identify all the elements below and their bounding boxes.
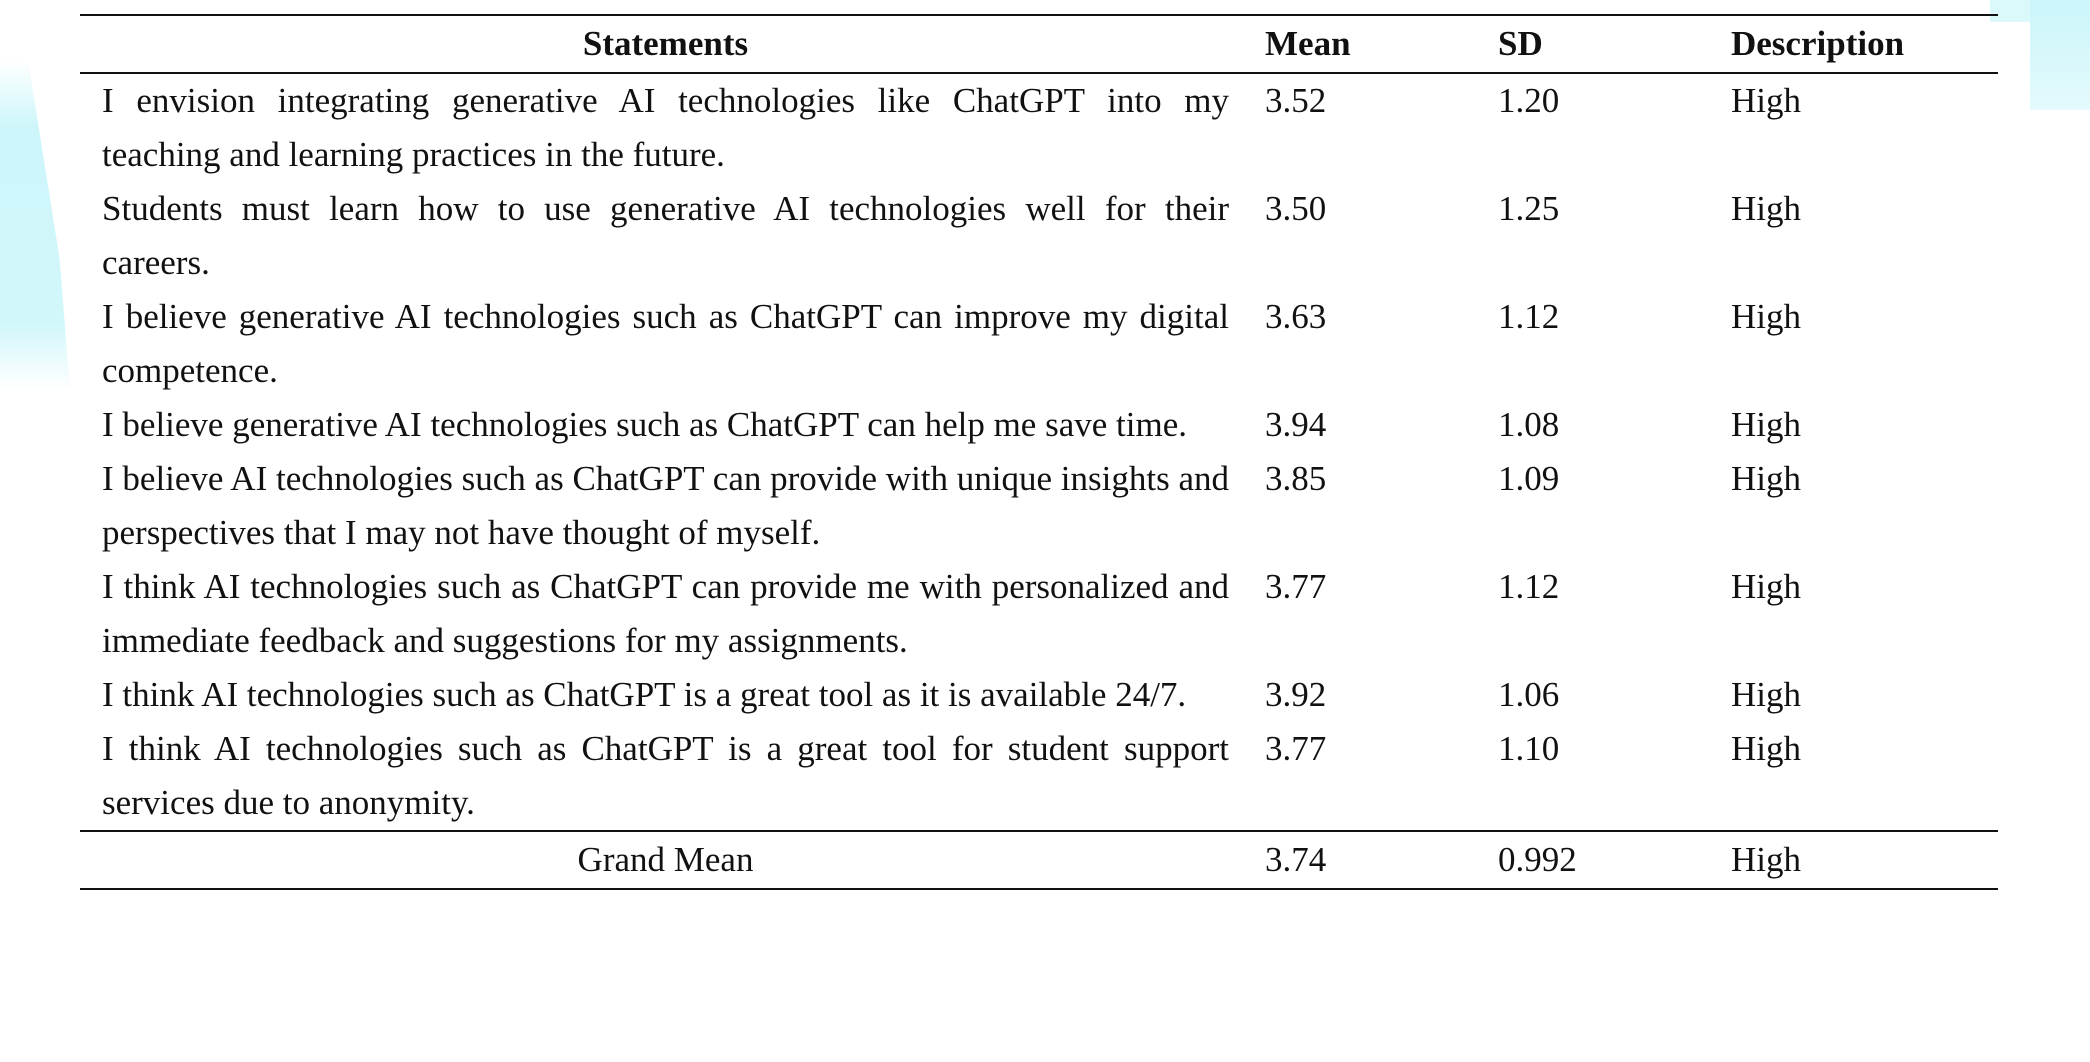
background-decoration-right-small: [1990, 0, 2030, 22]
header-sd: SD: [1498, 24, 1543, 63]
grand-mean-label: Grand Mean: [577, 840, 754, 879]
description-cell: High: [1731, 729, 1801, 768]
sd-cell: 1.06: [1498, 675, 1560, 714]
description-cell: High: [1731, 567, 1801, 606]
background-decoration-left: [0, 60, 70, 390]
table-body: I envision integrating generative AI tec…: [80, 73, 1998, 889]
table-row: I envision integrating generative AI tec…: [80, 73, 1998, 182]
mean-cell: 3.77: [1265, 567, 1327, 606]
statement-cell: I believe AI technologies such as ChatGP…: [102, 459, 1229, 552]
description-cell: High: [1731, 81, 1801, 120]
table-row: Students must learn how to use generativ…: [80, 182, 1998, 290]
mean-cell: 3.85: [1265, 459, 1327, 498]
sd-cell: 1.09: [1498, 459, 1560, 498]
description-cell: High: [1731, 459, 1801, 498]
sd-cell: 1.20: [1498, 81, 1560, 120]
description-cell: High: [1731, 405, 1801, 444]
statistics-table: Statements Mean SD Description I envisio…: [80, 14, 1998, 890]
sd-cell: 1.10: [1498, 729, 1560, 768]
mean-cell: 3.92: [1265, 675, 1327, 714]
table-row: I believe generative AI technologies suc…: [80, 290, 1998, 398]
header-statements: Statements: [582, 24, 749, 63]
statistics-table-container: Statements Mean SD Description I envisio…: [80, 14, 1998, 890]
sd-cell: 1.08: [1498, 405, 1560, 444]
table-row: I think AI technologies such as ChatGPT …: [80, 722, 1998, 831]
statement-cell: I believe generative AI technologies suc…: [102, 405, 1187, 444]
table-header: Statements Mean SD Description: [80, 15, 1998, 73]
statement-cell: I think AI technologies such as ChatGPT …: [102, 675, 1187, 714]
background-decoration-right: [2030, 0, 2090, 110]
header-description: Description: [1731, 24, 1905, 63]
table-row: I believe AI technologies such as ChatGP…: [80, 452, 1998, 560]
grand-sd-value: 0.992: [1498, 840, 1577, 879]
description-cell: High: [1731, 189, 1801, 228]
sd-cell: 1.25: [1498, 189, 1560, 228]
statement-cell: I envision integrating generative AI tec…: [102, 81, 1229, 174]
table-row: I believe generative AI technologies suc…: [80, 398, 1998, 452]
grand-mean-row: Grand Mean 3.74 0.992 High: [80, 831, 1998, 889]
table-row: I think AI technologies such as ChatGPT …: [80, 560, 1998, 668]
mean-cell: 3.94: [1265, 405, 1327, 444]
statement-cell: I think AI technologies such as ChatGPT …: [102, 567, 1229, 660]
grand-description: High: [1731, 840, 1801, 879]
table-row: I think AI technologies such as ChatGPT …: [80, 668, 1998, 722]
mean-cell: 3.52: [1265, 81, 1327, 120]
statement-cell: I believe generative AI technologies suc…: [102, 297, 1229, 390]
header-row: Statements Mean SD Description: [80, 15, 1998, 73]
mean-cell: 3.77: [1265, 729, 1327, 768]
description-cell: High: [1731, 675, 1801, 714]
mean-cell: 3.63: [1265, 297, 1327, 336]
grand-mean-value: 3.74: [1265, 840, 1327, 879]
description-cell: High: [1731, 297, 1801, 336]
sd-cell: 1.12: [1498, 297, 1560, 336]
statement-cell: Students must learn how to use generativ…: [102, 189, 1229, 282]
statement-cell: I think AI technologies such as ChatGPT …: [102, 729, 1229, 822]
header-mean: Mean: [1265, 24, 1351, 63]
sd-cell: 1.12: [1498, 567, 1560, 606]
mean-cell: 3.50: [1265, 189, 1327, 228]
